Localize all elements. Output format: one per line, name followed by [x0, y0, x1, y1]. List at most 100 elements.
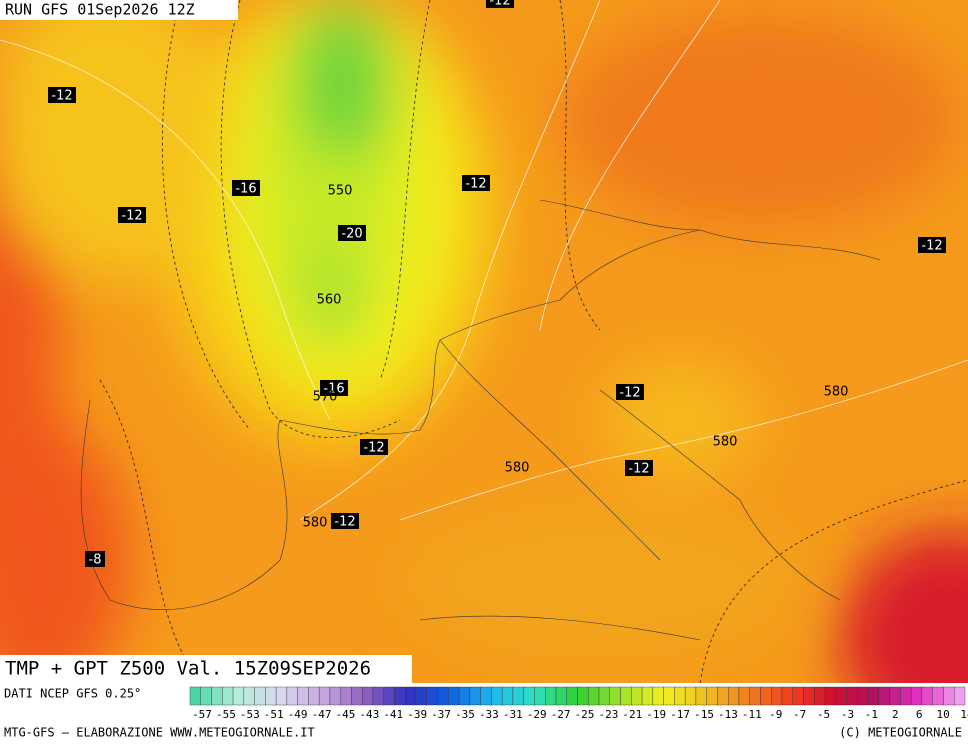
- scale-label: -51: [264, 708, 284, 721]
- temp-label-box: [331, 513, 359, 529]
- color-swatch: [222, 686, 234, 706]
- scale-label: -57: [192, 708, 212, 721]
- color-swatch: [340, 686, 352, 706]
- color-swatch: [921, 686, 933, 706]
- scale-label: -49: [288, 708, 308, 721]
- temp-label-box: [360, 439, 388, 455]
- scale-label: -43: [359, 708, 379, 721]
- temp-label: -12: [465, 177, 486, 192]
- scale-label: -7: [793, 708, 806, 721]
- color-swatch: [394, 686, 406, 706]
- color-swatch: [469, 686, 481, 706]
- scale-label: -29: [527, 708, 547, 721]
- color-swatch: [889, 686, 901, 706]
- color-swatch: [534, 686, 546, 706]
- temp-label-box: [338, 225, 366, 241]
- temp-label-box: [616, 384, 644, 400]
- color-swatch: [545, 686, 557, 706]
- temp-label: -12: [628, 462, 649, 477]
- color-swatch: [308, 686, 320, 706]
- color-swatch: [588, 686, 600, 706]
- color-swatch: [415, 686, 428, 706]
- gpt-label: 580: [505, 461, 530, 476]
- scale-label: 14: [960, 708, 968, 721]
- temp-label: -12: [363, 441, 384, 456]
- color-swatch: [631, 686, 643, 706]
- color-swatch: [598, 686, 610, 706]
- scale-label: -55: [216, 708, 236, 721]
- temp-label-box: [918, 237, 946, 253]
- color-swatch: [243, 686, 255, 706]
- color-swatch: [318, 686, 331, 706]
- color-swatch: [695, 686, 707, 706]
- color-swatch: [717, 686, 729, 706]
- color-swatch: [803, 686, 815, 706]
- temp-label: -20: [341, 227, 362, 242]
- color-swatch: [738, 686, 750, 706]
- borders: [80, 199, 881, 641]
- temp-label: -16: [323, 382, 344, 397]
- color-swatch: [458, 686, 471, 706]
- color-swatch: [727, 686, 740, 706]
- temp-label: -12: [121, 209, 142, 224]
- temp-label: -12: [489, 0, 510, 9]
- scale-label: -17: [670, 708, 690, 721]
- scale-label: -9: [769, 708, 782, 721]
- color-swatch: [663, 686, 675, 706]
- copyright: (C) METEOGIORNALE: [839, 726, 962, 740]
- temp-label-box: [320, 380, 348, 396]
- color-swatch: [867, 686, 880, 706]
- color-swatch: [900, 686, 912, 706]
- data-source: DATI NCEP GFS 0.25°: [4, 687, 141, 701]
- temp-label-box: [232, 180, 260, 196]
- color-swatch: [200, 686, 212, 706]
- color-swatch: [555, 686, 567, 706]
- gpt-label: 560: [317, 293, 342, 308]
- color-swatch: [932, 686, 944, 706]
- scale-label: -35: [455, 708, 475, 721]
- isotherms: [99, 0, 968, 683]
- gpt-label: 580: [713, 435, 738, 450]
- color-swatch: [362, 686, 374, 706]
- temp-label-box: [625, 460, 653, 476]
- scale-label: -19: [646, 708, 666, 721]
- scale-label: -31: [503, 708, 523, 721]
- run-title: RUN GFS 01Sep2026 12Z: [5, 1, 195, 19]
- color-swatch: [943, 686, 955, 706]
- color-swatch: [286, 686, 298, 706]
- title-box: [0, 655, 412, 683]
- color-swatch: [706, 686, 718, 706]
- color-swatch: [749, 686, 761, 706]
- color-swatch: [211, 686, 223, 706]
- temp-label-box: [462, 175, 490, 191]
- map-title: TMP + GPT Z500 Val. 15Z09SEP2026: [5, 658, 371, 680]
- temp-label-box: [48, 87, 76, 103]
- scale-label: -1: [865, 708, 878, 721]
- color-swatch: [480, 686, 492, 706]
- geopotential-contours: [0, 0, 968, 521]
- color-scale: -57 -55 -53 -51 -49 -47 -45 -43 -41 -39 -37 -35 -33-…: [189, 686, 968, 721]
- scale-label: -3: [841, 708, 854, 721]
- scale-label: -41: [383, 708, 403, 721]
- gpt-label: 580: [824, 385, 849, 400]
- scale-label: -27: [551, 708, 571, 721]
- temp-label: -16: [235, 182, 256, 197]
- color-swatch: [857, 686, 869, 706]
- color-swatch: [835, 686, 847, 706]
- scale-label: -37: [431, 708, 451, 721]
- temp-label: -8: [89, 553, 102, 568]
- color-swatch: [329, 686, 341, 706]
- temp-label-box: [118, 207, 146, 223]
- color-swatch: [620, 686, 632, 706]
- color-swatch: [297, 686, 309, 706]
- scale-label: -53: [240, 708, 260, 721]
- color-swatch: [275, 686, 288, 706]
- color-swatch: [609, 686, 621, 706]
- color-swatch: [372, 686, 384, 706]
- temp-label: -12: [921, 239, 942, 254]
- color-swatch: [254, 686, 266, 706]
